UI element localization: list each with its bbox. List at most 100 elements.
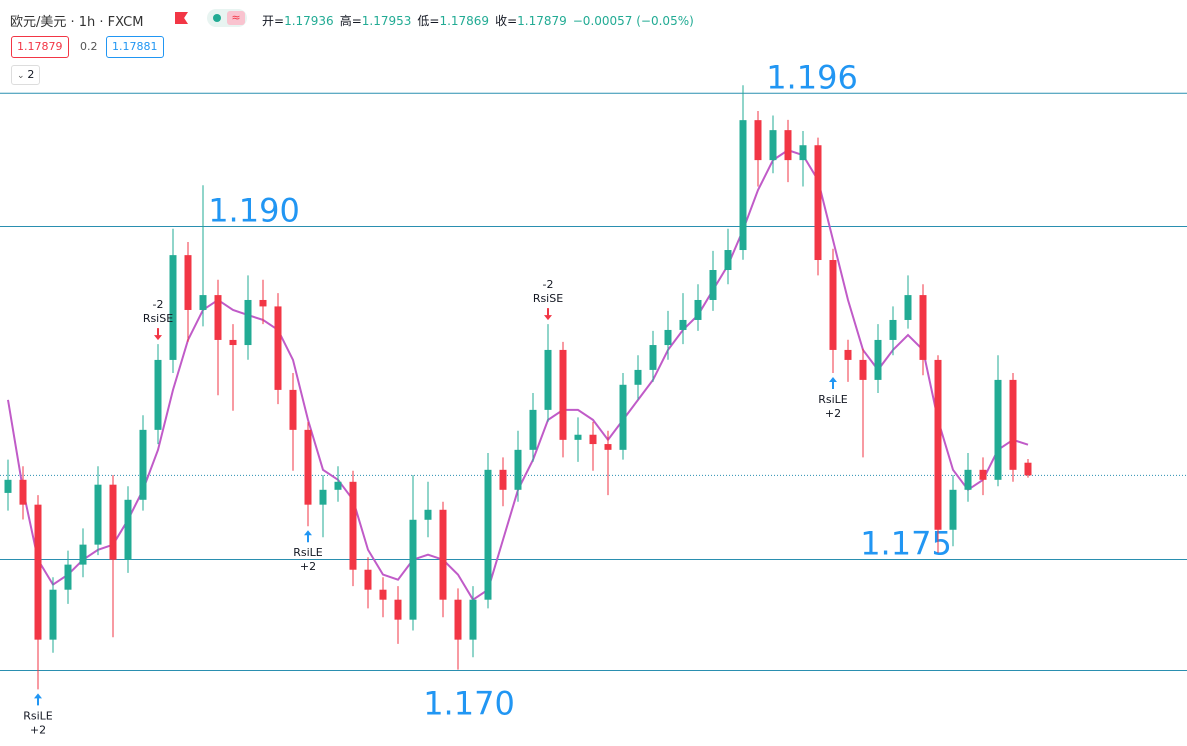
candle-body — [649, 345, 657, 370]
candle-body — [214, 295, 222, 340]
candle-body — [784, 130, 792, 161]
short-arrow — [544, 308, 552, 321]
candle-body — [124, 499, 132, 560]
candle-body — [439, 509, 447, 600]
candle-body — [769, 130, 777, 161]
signal-label: RsiLE — [818, 393, 848, 406]
candle-body — [319, 489, 327, 505]
candle-body — [979, 469, 987, 480]
ohlc-label: 开= — [262, 14, 285, 28]
candle-body — [454, 599, 462, 640]
signal-label: RsiSE — [143, 312, 173, 325]
ohlc-value: 1.17953 — [361, 14, 412, 28]
candle-body — [469, 599, 477, 640]
candle-body — [679, 319, 687, 330]
candle-body — [34, 504, 42, 640]
signal-qty: -2 — [153, 298, 164, 311]
candle-body — [814, 145, 822, 261]
candle-body — [904, 295, 912, 320]
ohlc-label: 高= — [339, 14, 362, 28]
candle-body — [49, 589, 57, 640]
candle-body — [709, 270, 717, 300]
candle-body — [259, 299, 267, 307]
candle-body — [919, 295, 927, 360]
candle-body — [184, 255, 192, 310]
candle-body — [364, 569, 372, 590]
candle-body — [64, 564, 72, 590]
candle-body — [4, 479, 12, 493]
candle-body — [829, 260, 837, 350]
candle-body — [274, 306, 282, 390]
candle-body — [739, 120, 747, 251]
candle-body — [379, 589, 387, 600]
ohlc-value: 1.17879 — [517, 14, 567, 28]
candle-body — [754, 120, 762, 161]
candle-body — [169, 255, 177, 360]
candle-body — [334, 481, 342, 490]
candle-body — [19, 479, 27, 505]
candle-body — [664, 329, 672, 346]
long-arrow — [829, 377, 837, 390]
ohlc-label: 低= — [417, 14, 440, 28]
long-arrow — [34, 693, 42, 706]
ohlc-value: 1.17869 — [439, 14, 490, 28]
candle-body — [949, 489, 957, 530]
flag-icon[interactable] — [175, 12, 188, 24]
candle-body — [424, 509, 432, 520]
candle-body — [1009, 379, 1017, 470]
price-change: −0.00057 (−0.05%) — [572, 14, 694, 28]
candle-body — [394, 599, 402, 620]
candle-body — [589, 434, 597, 445]
signal-qty: +2 — [300, 560, 316, 573]
collapse-count: 2 — [27, 68, 35, 81]
ohlc-value: 1.17936 — [284, 14, 334, 28]
candle-body — [514, 449, 522, 490]
candle-body — [634, 369, 642, 385]
sell-price[interactable]: 1.17879 — [11, 36, 69, 58]
level-label: 1.190 — [208, 191, 300, 229]
candle-body — [349, 481, 357, 570]
candle-body — [154, 359, 162, 430]
candle-body — [229, 339, 237, 346]
buy-price[interactable]: 1.17881 — [106, 36, 164, 58]
candle-body — [1024, 462, 1032, 476]
signal-qty: +2 — [825, 407, 841, 420]
level-label: 1.175 — [860, 525, 952, 563]
candle-body — [799, 145, 807, 161]
symbol-title[interactable]: 欧元/美元 · 1h · FXCM — [10, 15, 144, 30]
candle-body — [844, 349, 852, 360]
ohlc-info: 开=1.17936 高=1.17953 低=1.17869 收=1.17879 −0.0… — [262, 12, 694, 29]
candle-body — [724, 250, 732, 271]
candle-body — [559, 349, 567, 440]
candle-body — [79, 544, 87, 565]
candle-body — [934, 359, 942, 530]
candle-body — [109, 484, 117, 560]
long-arrow — [304, 530, 312, 543]
candle-body — [694, 299, 702, 320]
short-arrow — [154, 328, 162, 341]
candle-body — [244, 299, 252, 346]
candle-body — [544, 349, 552, 410]
candle-body — [304, 429, 312, 505]
signal-label: RsiSE — [533, 292, 563, 305]
candle-body — [409, 519, 417, 620]
signal-label: RsiLE — [293, 546, 323, 559]
candle-body — [994, 379, 1002, 480]
candle-body — [199, 295, 207, 310]
candle-body — [484, 469, 492, 600]
candle-body — [139, 429, 147, 500]
candle-body — [529, 409, 537, 450]
candle-body — [889, 319, 897, 340]
status-toggle[interactable]: ≈ — [207, 9, 247, 27]
candle-body — [964, 469, 972, 490]
candle-body — [619, 384, 627, 450]
level-label: 1.196 — [766, 58, 858, 96]
signal-qty: -2 — [543, 278, 554, 291]
spread: 0.2 — [80, 40, 98, 53]
candle-body — [574, 434, 582, 440]
signal-qty: +2 — [30, 723, 46, 736]
candle-body — [94, 484, 102, 545]
collapse-button[interactable]: ⌄ 2 — [11, 65, 41, 85]
ohlc-label: 收= — [495, 14, 518, 28]
